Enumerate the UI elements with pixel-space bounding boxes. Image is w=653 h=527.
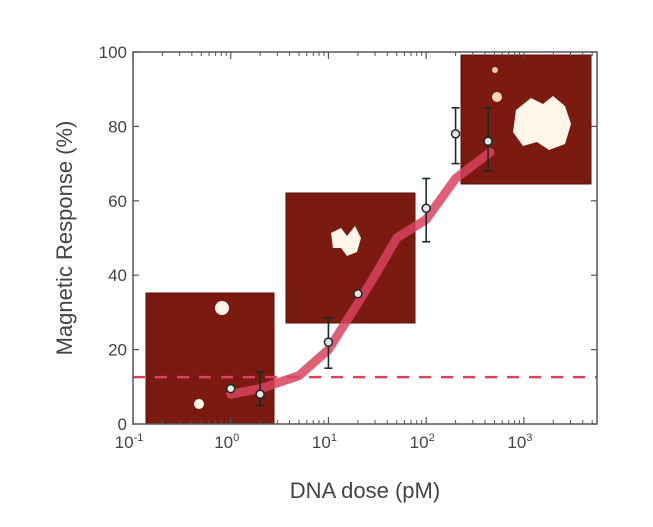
particle-cluster	[513, 96, 571, 150]
particle	[215, 301, 229, 315]
particle	[194, 399, 204, 409]
particle	[492, 67, 498, 73]
particle-cluster	[331, 226, 361, 256]
data-point	[255, 389, 265, 399]
y-tick-label: 40	[108, 266, 127, 285]
x-tick-label: 103	[507, 432, 532, 452]
data-point	[483, 136, 493, 147]
x-tick-label: 102	[410, 432, 435, 452]
x-tick-label: 10-1	[115, 432, 144, 452]
plot-frame	[132, 51, 598, 425]
afm-inset-image	[145, 292, 275, 425]
y-axis-label: Magnetic Response (%)	[52, 121, 77, 356]
x-tick-label: 100	[214, 432, 239, 452]
y-tick-label: 60	[108, 192, 127, 211]
y-tick-label: 20	[108, 341, 127, 360]
data-point	[450, 129, 461, 139]
y-tick-label: 80	[108, 117, 127, 136]
data-point	[323, 337, 334, 347]
y-tick-label: 100	[99, 43, 127, 62]
particle	[492, 92, 502, 102]
fit-curve	[226, 147, 495, 399]
x-tick-label: 101	[312, 432, 337, 452]
afm-inset-image	[285, 192, 416, 324]
x-axis-label: DNA dose (pM)	[290, 478, 440, 503]
data-point	[421, 203, 431, 213]
data-point	[225, 383, 236, 394]
data-point	[353, 289, 363, 299]
y-tick-label: 0	[118, 415, 127, 434]
